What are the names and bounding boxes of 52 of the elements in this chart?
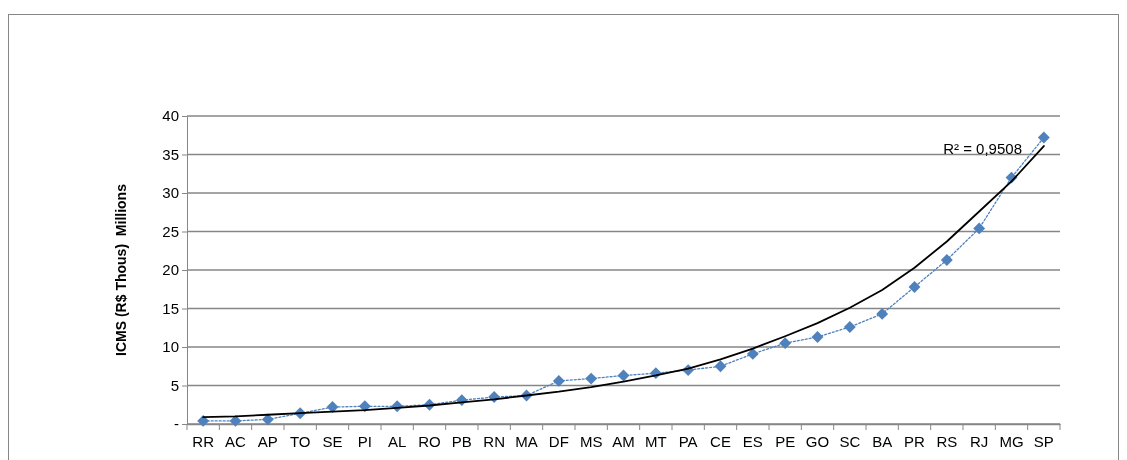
x-tick-label: SE	[322, 432, 343, 450]
x-tick-label: AM	[612, 432, 635, 450]
x-tick-label: ES	[742, 432, 763, 450]
x-tick-label: AC	[225, 432, 247, 450]
x-tick-label: BA	[872, 432, 893, 450]
y-tick-label: 30	[162, 184, 179, 202]
point	[197, 414, 210, 427]
point	[908, 281, 921, 293]
x-tick-label: RJ	[969, 432, 989, 450]
point	[585, 372, 598, 385]
y-tick-label: 20	[162, 261, 179, 279]
point	[843, 321, 856, 333]
point	[1037, 131, 1050, 144]
x-tick-label: RN	[483, 432, 505, 450]
x-tick-label: PE	[775, 432, 796, 450]
x-tick-label: PA	[678, 432, 698, 450]
x-tick-label: GO	[805, 432, 830, 450]
x-tick-label: MA	[515, 432, 538, 450]
y-tick-label: 10	[162, 338, 179, 356]
point	[973, 222, 986, 235]
x-tick-label: PB	[451, 432, 472, 450]
x-tick-label: RR	[192, 432, 215, 450]
x-tick-label: PR	[904, 432, 926, 450]
y-tick-label: 25	[162, 222, 179, 240]
x-tick-label: SC	[839, 432, 861, 450]
point	[779, 337, 792, 350]
x-tick-label: CE	[710, 432, 731, 450]
point	[552, 374, 565, 387]
point	[876, 307, 889, 320]
x-tick-label: AP	[257, 432, 278, 450]
y-tick-label: 5	[170, 376, 179, 394]
y-tick-label: 40	[162, 107, 179, 125]
x-tick-label: SP	[1033, 432, 1054, 450]
x-tick-label: TO	[289, 432, 311, 450]
annotation: R² = 0,9508	[943, 140, 1022, 157]
point	[811, 331, 824, 343]
point	[229, 414, 242, 427]
x-tick-label: PI	[357, 432, 372, 450]
x-tick-label: DF	[548, 432, 569, 450]
y-tick-label: 35	[162, 145, 179, 163]
x-tick-label: RS	[936, 432, 958, 450]
x-tick-label: MG	[999, 432, 1024, 450]
x-tick-label: RO	[418, 432, 441, 450]
point	[714, 360, 727, 373]
y-tick-label: -	[174, 415, 179, 433]
point	[940, 254, 953, 266]
point	[326, 401, 339, 413]
x-tick-label: MT	[645, 432, 667, 450]
y-tick-label: 15	[162, 299, 179, 317]
y-axis-title: ICMS (R$ Thous) Millions	[113, 183, 129, 356]
x-tick-label: AL	[387, 432, 407, 450]
x-tick-label: MS	[579, 432, 603, 450]
